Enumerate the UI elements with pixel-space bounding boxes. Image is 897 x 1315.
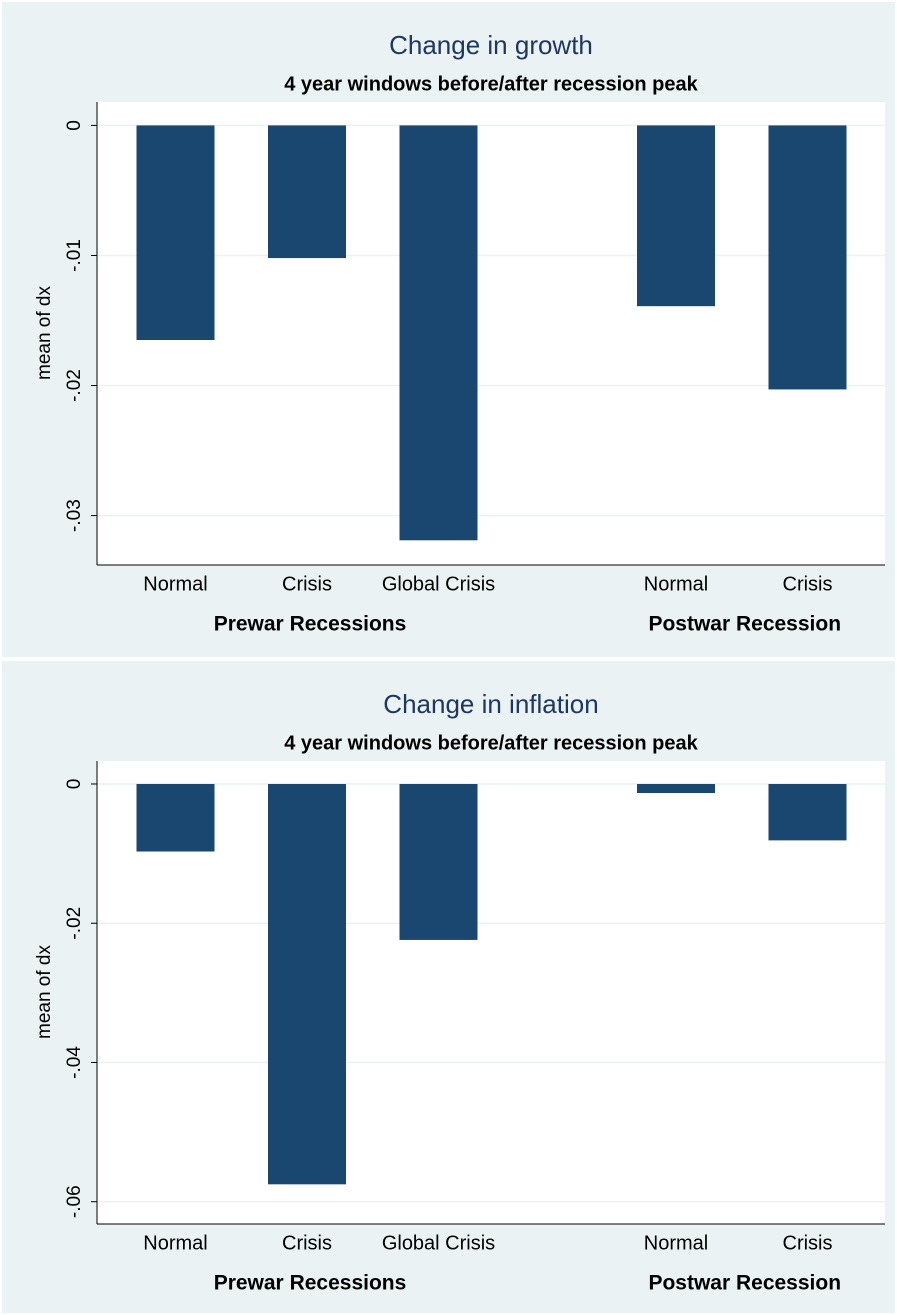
bar: [637, 125, 715, 307]
chart-subtitle: 4 year windows before/after recession pe…: [284, 732, 698, 754]
x-tick-label: Normal: [143, 1232, 207, 1254]
bar: [399, 125, 478, 541]
x-tick-label: Normal: [143, 573, 207, 595]
bar: [399, 783, 478, 940]
group-label: Postwar Recession: [648, 613, 841, 636]
bar: [768, 125, 847, 390]
chart-subtitle: 4 year windows before/after recession pe…: [284, 73, 698, 95]
group-label: Postwar Recession: [648, 1272, 841, 1295]
y-tick-label: -.06: [64, 1185, 85, 1218]
y-tick-label: -.01: [64, 239, 85, 272]
y-tick-label: -.04: [64, 1046, 85, 1079]
bar: [268, 125, 346, 259]
x-tick-label: Normal: [644, 573, 708, 595]
y-tick-label: -.02: [64, 907, 85, 940]
y-tick-label: 0: [64, 120, 85, 131]
bar: [637, 783, 715, 794]
x-tick-label: Global Crisis: [382, 1232, 495, 1254]
bar: [268, 783, 346, 1185]
group-label: Prewar Recessions: [214, 613, 407, 636]
group-label: Prewar Recessions: [214, 1272, 407, 1295]
bar: [136, 783, 215, 852]
chart-title: Change in inflation: [383, 689, 598, 719]
y-axis-title: mean of dx: [34, 945, 55, 1039]
bar: [768, 783, 847, 841]
y-tick-label: -.02: [64, 369, 85, 402]
y-tick-label: -.03: [64, 499, 85, 532]
chart-title: Change in growth: [389, 30, 593, 60]
chart-panel: Change in inflation 4 year windows before…: [0, 659, 897, 1315]
bar: [136, 125, 215, 341]
x-tick-label: Crisis: [783, 573, 833, 595]
x-tick-label: Crisis: [783, 1232, 833, 1254]
y-tick-label: 0: [64, 779, 85, 790]
chart-panel: Change in growth 4 year windows before/af…: [0, 0, 897, 659]
plot-area: [97, 102, 885, 565]
x-tick-label: Normal: [644, 1232, 708, 1254]
y-axis-title: mean of dx: [34, 286, 55, 380]
x-tick-label: Global Crisis: [382, 573, 495, 595]
x-tick-label: Crisis: [282, 1232, 332, 1254]
plot-area: [97, 761, 885, 1224]
x-tick-label: Crisis: [282, 573, 332, 595]
